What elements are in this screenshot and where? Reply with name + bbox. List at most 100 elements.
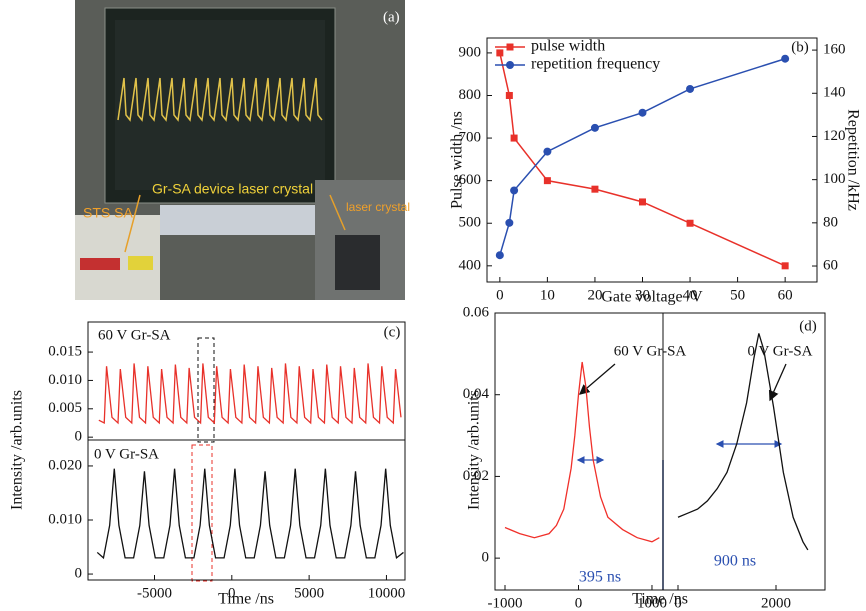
- x-tick-label: -5000: [137, 585, 172, 601]
- xlabel: Gate voltage /V: [601, 289, 703, 306]
- y2-tick-label: 120: [823, 128, 846, 144]
- x-tick-label: 1000: [637, 595, 667, 611]
- photo-annotation: laser crystal: [346, 200, 410, 214]
- y-tick-label: 0.015: [48, 344, 82, 360]
- y-tick-label: 0: [75, 429, 83, 445]
- annotation: 0 V Gr-SA: [94, 446, 159, 462]
- xlabel: Time /ns: [218, 591, 274, 608]
- photo-panel: (a) Gr-SA device laser crystal STS SA la…: [75, 0, 410, 300]
- y2label: Repetition /kHz: [844, 109, 861, 211]
- marker: [686, 219, 694, 227]
- legend-marker: [506, 61, 514, 69]
- pointer: [329, 194, 346, 231]
- y-tick-label: 0: [482, 550, 490, 566]
- y-tick-label: 500: [459, 215, 482, 231]
- width-label: 900 ns: [714, 553, 756, 570]
- x-tick-label: 5000: [294, 585, 324, 601]
- annotation: 0 V Gr-SA: [748, 343, 813, 359]
- label: (d): [799, 318, 817, 334]
- fiber-yellow: [128, 256, 153, 270]
- ylabel: Pulse width /ns: [449, 111, 466, 209]
- marker: [591, 185, 599, 193]
- y-tick-label: 0.06: [463, 304, 490, 320]
- y-tick-label: 900: [459, 44, 482, 60]
- series-line: [677, 333, 809, 551]
- marker: [543, 147, 552, 156]
- x-tick-label: 60: [778, 287, 793, 303]
- y2-tick-label: 60: [823, 257, 838, 273]
- marker: [590, 123, 599, 132]
- width-label: 395 ns: [579, 569, 621, 586]
- y-tick-label: 700: [459, 130, 482, 146]
- y-tick-label: 0.04: [463, 386, 490, 402]
- marker: [505, 91, 513, 99]
- y-tick-label: 0.005: [48, 400, 82, 416]
- marker: [505, 218, 514, 227]
- x-tick-label: 0: [228, 585, 236, 601]
- marker: [543, 177, 551, 185]
- plot-frame: [87, 439, 406, 581]
- panel-label: (a): [383, 9, 400, 25]
- xlabel: Time /ns: [632, 591, 688, 608]
- highlight-box: [197, 337, 215, 443]
- photo-annotation: STS SA: [83, 205, 133, 221]
- label: (c): [384, 324, 401, 340]
- scope-buttons: [160, 205, 320, 235]
- annotation: 60 V Gr-SA: [98, 327, 171, 343]
- x-tick-label: 40: [683, 287, 698, 303]
- photo-annotation: Gr-SA device laser crystal: [152, 181, 313, 197]
- ylabel: Intensity /arb.units: [9, 390, 26, 510]
- marker: [638, 198, 646, 206]
- series-line: [98, 363, 402, 425]
- marker: [638, 108, 647, 117]
- marker: [781, 54, 790, 63]
- plot-frame: [662, 312, 826, 591]
- plot-frame: [486, 37, 818, 283]
- legend-label: repetition frequency: [531, 56, 660, 73]
- label: (b): [791, 39, 809, 55]
- marker: [495, 251, 504, 260]
- annotation-arrow: [768, 363, 787, 402]
- y-tick-label: 0: [75, 565, 83, 581]
- series-line: [499, 58, 786, 256]
- y-tick-label: 400: [459, 257, 482, 273]
- y2-tick-label: 140: [823, 85, 846, 101]
- legend-marker: [506, 43, 514, 51]
- x-tick-label: 30: [635, 287, 650, 303]
- y2-tick-label: 80: [823, 214, 838, 230]
- y-tick-label: 600: [459, 172, 482, 188]
- series-line: [96, 468, 404, 560]
- scope-trace: [117, 77, 323, 122]
- y-tick-label: 800: [459, 87, 482, 103]
- series-line: [499, 52, 786, 267]
- x-tick-label: 0: [674, 595, 682, 611]
- marker: [686, 84, 695, 93]
- ylabel: Intensity /arb.units: [466, 390, 483, 510]
- legend-label: pulse width: [531, 38, 605, 55]
- y-tick-label: 0.010: [48, 511, 82, 527]
- marker: [781, 262, 789, 270]
- annotation: 60 V Gr-SA: [614, 343, 687, 359]
- x-tick-label: 10: [540, 287, 555, 303]
- x-tick-label: 2000: [761, 595, 791, 611]
- y-tick-label: 0.02: [463, 468, 489, 484]
- series-line: [504, 361, 660, 543]
- fiber-red: [80, 258, 120, 270]
- y2-tick-label: 100: [823, 171, 846, 187]
- x-tick-label: 0: [575, 595, 583, 611]
- marker: [510, 134, 518, 142]
- y-tick-label: 0.010: [48, 372, 82, 388]
- highlight-box: [191, 444, 213, 582]
- pointer: [124, 194, 141, 253]
- marker: [496, 49, 504, 57]
- x-tick-label: -1000: [487, 595, 522, 611]
- marker: [510, 186, 519, 195]
- x-tick-label: 0: [496, 287, 504, 303]
- y2-tick-label: 160: [823, 42, 846, 58]
- y-tick-label: 0.020: [48, 457, 82, 473]
- x-tick-label: 20: [587, 287, 602, 303]
- x-tick-label: 10000: [368, 585, 406, 601]
- crystal-mount: [335, 235, 380, 290]
- x-tick-label: 50: [730, 287, 745, 303]
